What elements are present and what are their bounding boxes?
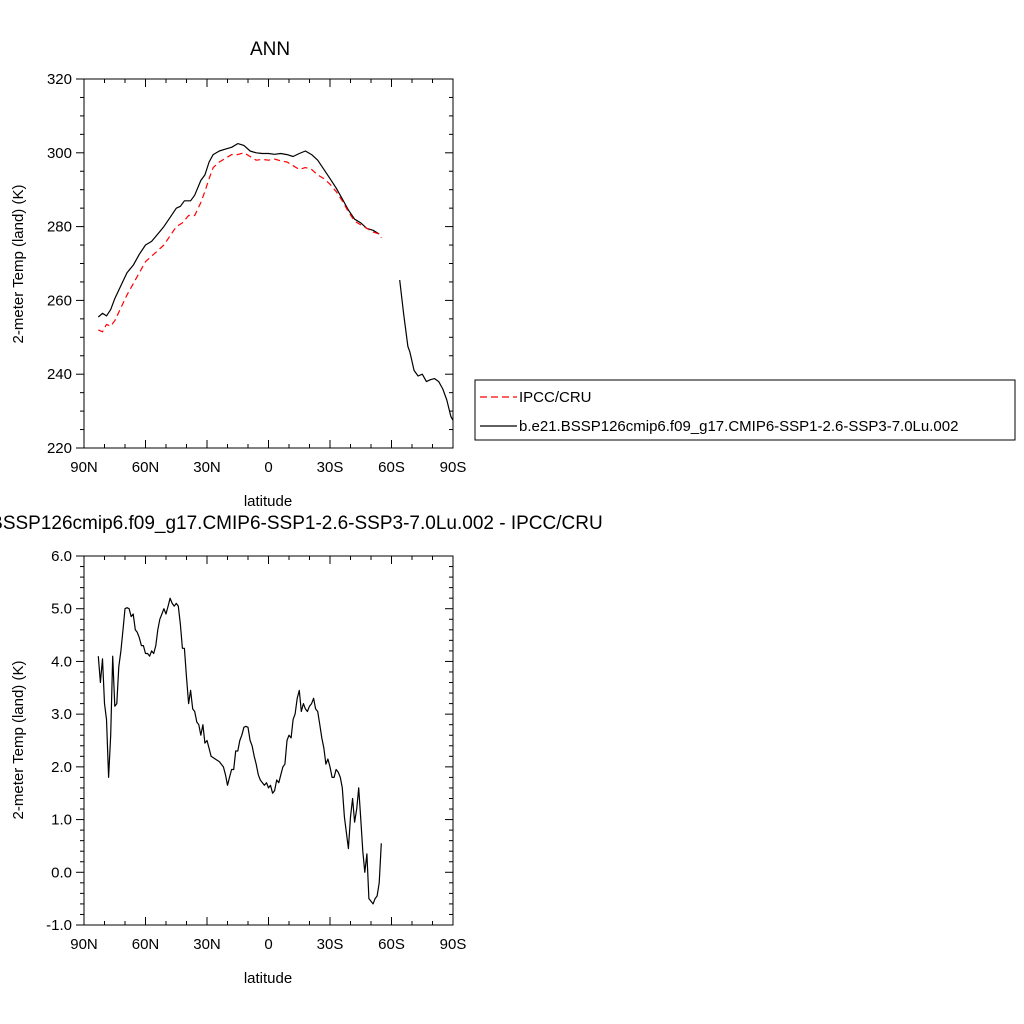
y-tick-label: 260	[47, 292, 72, 309]
y-tick-label: 300	[47, 145, 72, 162]
x-tick-label: 30S	[317, 936, 344, 953]
bottom-chart: b.e21.BSSP126cmip6.f09_g17.CMIP6-SSP1-2.…	[0, 513, 603, 987]
x-tick-label: 90N	[70, 936, 98, 953]
x-tick-label: 30N	[193, 936, 221, 953]
x-tick-label: 60S	[378, 936, 405, 953]
x-tick-label: 60N	[132, 936, 160, 953]
y-tick-label: 220	[47, 440, 72, 457]
x-tick-label: 30S	[317, 459, 344, 476]
y-tick-label: 320	[47, 71, 72, 88]
x-tick-label: 90N	[70, 459, 98, 476]
y-tick-label: 280	[47, 219, 72, 236]
y-tick-label: 5.0	[51, 601, 72, 618]
top-chart-ticks: 90N 60N 30N 0 30S 60S 90S 220 240 260 280 300 320	[47, 71, 466, 476]
top-chart: ANN 2-meter Temp (land) (K) latitude 90N…	[10, 39, 466, 510]
x-tick-label: 0	[264, 459, 272, 476]
top-chart-ylabel: 2-meter Temp (land) (K)	[10, 185, 27, 344]
y-tick-label: 240	[47, 366, 72, 383]
top-chart-series	[97, 143, 454, 421]
bottom-chart-xlabel: latitude	[244, 970, 292, 987]
x-tick-label: 60N	[132, 459, 160, 476]
x-tick-label: 90S	[440, 459, 467, 476]
y-tick-label: -1.0	[46, 917, 72, 934]
top-chart-frame	[83, 78, 454, 449]
top-series-line-model	[399, 280, 454, 421]
x-tick-label: 0	[264, 936, 272, 953]
legend-box	[474, 379, 1016, 441]
bottom-chart-frame	[83, 555, 454, 926]
bottom-chart-title: b.e21.BSSP126cmip6.f09_g17.CMIP6-SSP1-2.…	[0, 513, 603, 534]
legend: IPCC/CRU b.e21.BSSP126cmip6.f09_g17.CMIP…	[474, 379, 1016, 441]
x-tick-label: 90S	[440, 936, 467, 953]
y-tick-label: 2.0	[51, 759, 72, 776]
top-series-line-ipcc-cru	[98, 152, 382, 333]
y-tick-label: 0.0	[51, 864, 72, 881]
bottom-chart-ticks: 90N 60N 30N 0 30S 60S 90S -1.0 0.0 1.0 2.0 3.0 4.0 5.…	[46, 548, 466, 953]
legend-label-ipcc-cru: IPCC/CRU	[519, 389, 592, 406]
y-tick-label: 4.0	[51, 653, 72, 670]
legend-label-model: b.e21.BSSP126cmip6.f09_g17.CMIP6-SSP1-2.…	[519, 418, 958, 435]
y-tick-label: 6.0	[51, 548, 72, 565]
y-tick-label: 3.0	[51, 706, 72, 723]
bottom-chart-ylabel: 2-meter Temp (land) (K)	[10, 661, 27, 820]
top-series-line-model	[97, 143, 380, 318]
x-tick-label: 30N	[193, 459, 221, 476]
x-tick-label: 60S	[378, 459, 405, 476]
bottom-series-line-model	[97, 597, 382, 905]
y-tick-label: 1.0	[51, 812, 72, 829]
top-chart-title: ANN	[250, 39, 290, 60]
top-chart-xlabel: latitude	[244, 493, 292, 510]
bottom-chart-series	[97, 597, 382, 905]
